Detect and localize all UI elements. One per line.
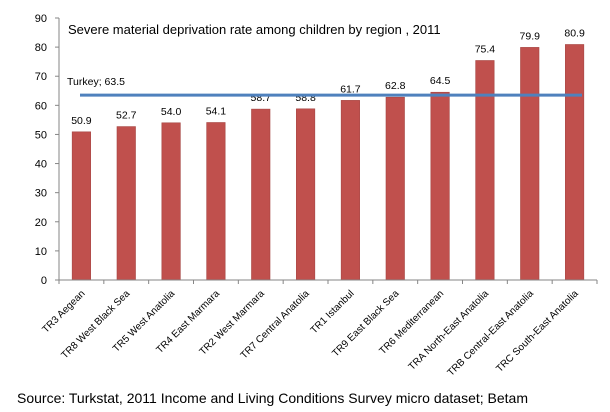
x-tick-label: TRA North-East Anatolia (407, 288, 492, 373)
bar (161, 122, 181, 281)
chart-title: Severe material deprivation rate among c… (68, 22, 441, 37)
bar-value-label: 58.8 (295, 92, 316, 104)
x-tick-label: TR3 Aegean (40, 288, 87, 335)
bar (475, 60, 495, 281)
bar (206, 122, 226, 281)
bar-value-label: 80.9 (564, 27, 585, 39)
bars (71, 44, 585, 281)
y-tick-label: 50 (35, 129, 47, 141)
bar-value-label: 54.0 (161, 106, 182, 118)
y-tick-label: 10 (35, 246, 47, 258)
y-tick-label: 60 (35, 100, 47, 112)
y-tick-label: 70 (35, 71, 47, 83)
y-tick-label: 0 (41, 275, 47, 287)
bar (430, 91, 450, 281)
bar (116, 126, 136, 281)
bar-value-label: 61.7 (340, 83, 361, 95)
bar-value-label: 75.4 (475, 44, 496, 56)
bar (251, 108, 271, 281)
y-tick-label: 20 (35, 217, 47, 229)
y-tick-label: 90 (35, 13, 47, 25)
bar (340, 100, 360, 281)
bar-value-label: 79.9 (520, 30, 541, 42)
bar (296, 108, 316, 281)
value-labels: 50.9 52.7 54.0 54.158.7 58.861.7 62.8 64.575.4… (71, 27, 585, 126)
bar-value-label: 54.1 (206, 106, 227, 118)
bar (520, 47, 540, 281)
bar-value-label: 64.5 (430, 75, 451, 87)
y-tick-label: 80 (35, 42, 47, 54)
y-tick-label: 30 (35, 188, 47, 200)
source-note: Source: Turkstat, 2011 Income and Living… (17, 390, 528, 406)
bar-value-label: 62.8 (385, 80, 406, 92)
x-tick-label: TR1 Istanbul (309, 288, 357, 336)
y-tick-label: 40 (35, 159, 47, 171)
axes (55, 17, 598, 284)
bar (565, 44, 585, 281)
bar-value-label: 50.9 (71, 115, 92, 127)
bar (71, 131, 91, 281)
turkey-average-label: Turkey; 63.5 (67, 76, 125, 88)
y-axis-tick-labels: 0 10 20 30 40 50 60 70 80 90 (35, 13, 47, 287)
bar (385, 96, 405, 281)
bar-value-label: 52.7 (116, 110, 137, 122)
x-tick-label: TRC South-East Anatolia (494, 288, 581, 375)
x-tick-label: TRB Central-East Anatolia (446, 288, 537, 379)
